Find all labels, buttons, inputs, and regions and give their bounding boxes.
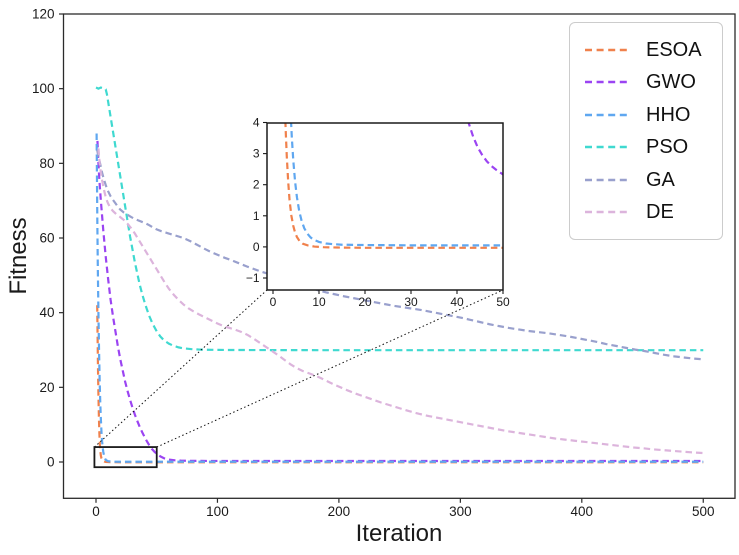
legend-label: GA [646, 168, 675, 191]
zoom-indicator [93, 289, 504, 469]
y-tick-label: 0 [47, 455, 55, 470]
inset-y-tick-label: 1 [253, 209, 260, 223]
legend-label: HHO [646, 103, 691, 126]
inset-x-tick-label: 30 [404, 295, 418, 309]
inset-x-tick-label: 50 [496, 295, 510, 309]
hho-line-swatch [585, 113, 629, 116]
y-axis-label: Fitness [5, 217, 32, 295]
x-tick-label: 100 [206, 504, 229, 519]
inset-connector-line-left [94, 289, 268, 448]
x-tick-label: 500 [692, 504, 715, 519]
pso-line-swatch [585, 145, 629, 149]
esoa-series-line [96, 305, 704, 464]
legend-label: ESOA [646, 38, 702, 61]
inset-y-tick-label: 0 [253, 240, 260, 254]
x-tick-label: 200 [328, 504, 351, 519]
legend-label: GWO [646, 71, 696, 94]
legend-entry-gwo: GWO [584, 72, 722, 92]
de-line-swatch [585, 211, 629, 214]
inset-x-tick-label: 0 [270, 295, 277, 309]
legend-entry-esoa: ESOA [584, 40, 722, 60]
inset-y-tick-label: −1 [246, 271, 260, 285]
hho-series-line [290, 123, 503, 247]
legend-label: DE [646, 201, 674, 224]
legend-entry-hho: HHO [584, 105, 722, 125]
y-tick-label: 40 [39, 305, 54, 320]
inset-curves [284, 123, 503, 249]
gwo-line-swatch [585, 80, 629, 84]
inset-x-tick-label: 10 [312, 295, 326, 309]
inset-connector-line-right [156, 289, 504, 448]
ga-series-line [96, 150, 704, 361]
legend: ESOA GWO HHO PSO GA DE [569, 22, 723, 240]
y-tick-label: 60 [39, 231, 54, 246]
inset-axes: 0 10 20 30 40 50 −1 0 1 2 3 4 [246, 116, 510, 310]
inset-y-tick-label: 4 [253, 116, 260, 130]
inset-background [267, 123, 503, 290]
de-series-line [97, 148, 704, 455]
y-tick-label: 120 [32, 7, 55, 22]
y-tick-label: 80 [39, 156, 54, 171]
legend-entry-de: DE [584, 202, 722, 222]
esoa-line-swatch [585, 48, 629, 51]
x-tick-label: 0 [92, 504, 100, 519]
y-tick-label: 100 [32, 81, 55, 96]
x-tick-label: 300 [449, 504, 472, 519]
inset-x-tick-label: 20 [358, 295, 372, 309]
zoom-indicator-rect [93, 446, 158, 469]
x-tick-label: 400 [571, 504, 594, 519]
inset-y-tick-label: 3 [253, 147, 260, 161]
legend-entry-ga: GA [584, 170, 722, 190]
legend-label: PSO [646, 136, 689, 159]
y-tick-label: 20 [39, 380, 54, 395]
x-axis-label: Iteration [355, 520, 443, 547]
inset-frame [266, 122, 504, 291]
plot-frame [62, 13, 736, 499]
inset-y-tick-label: 2 [253, 178, 260, 192]
legend-entry-pso: PSO [584, 137, 722, 157]
inset-x-tick-label: 40 [450, 295, 464, 309]
esoa-series-line [284, 123, 503, 249]
ga-line-swatch [585, 178, 629, 182]
